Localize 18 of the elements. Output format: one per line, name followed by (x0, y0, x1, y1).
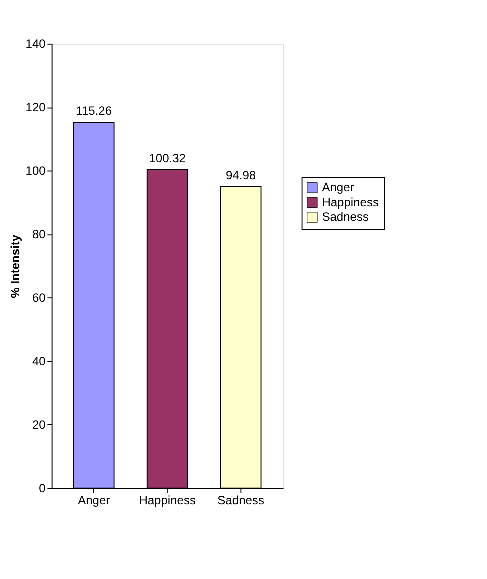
y-tick-label: 20 (32, 418, 46, 432)
data-label: 94.98 (226, 168, 256, 182)
y-tick-label: 80 (32, 228, 46, 242)
x-tick-label: Anger (78, 494, 110, 508)
y-axis-title: % Intensity (8, 234, 22, 298)
data-label: 115.26 (76, 104, 112, 118)
y-tick-label: 120 (26, 100, 46, 115)
y-tick-label: 0 (39, 482, 46, 496)
y-tick-label: 140 (26, 37, 46, 52)
y-tick-label: 100 (26, 164, 46, 178)
data-label: 100.32 (149, 151, 186, 166)
legend-label: Happiness (322, 195, 379, 210)
x-tick-label: Sadness (218, 494, 264, 508)
legend-label: Anger (322, 180, 354, 195)
legend-label: Sadness (322, 210, 369, 224)
y-tick-label: 40 (32, 354, 46, 369)
y-tick-label: 60 (32, 291, 46, 306)
x-tick-label: Happiness (139, 494, 196, 508)
